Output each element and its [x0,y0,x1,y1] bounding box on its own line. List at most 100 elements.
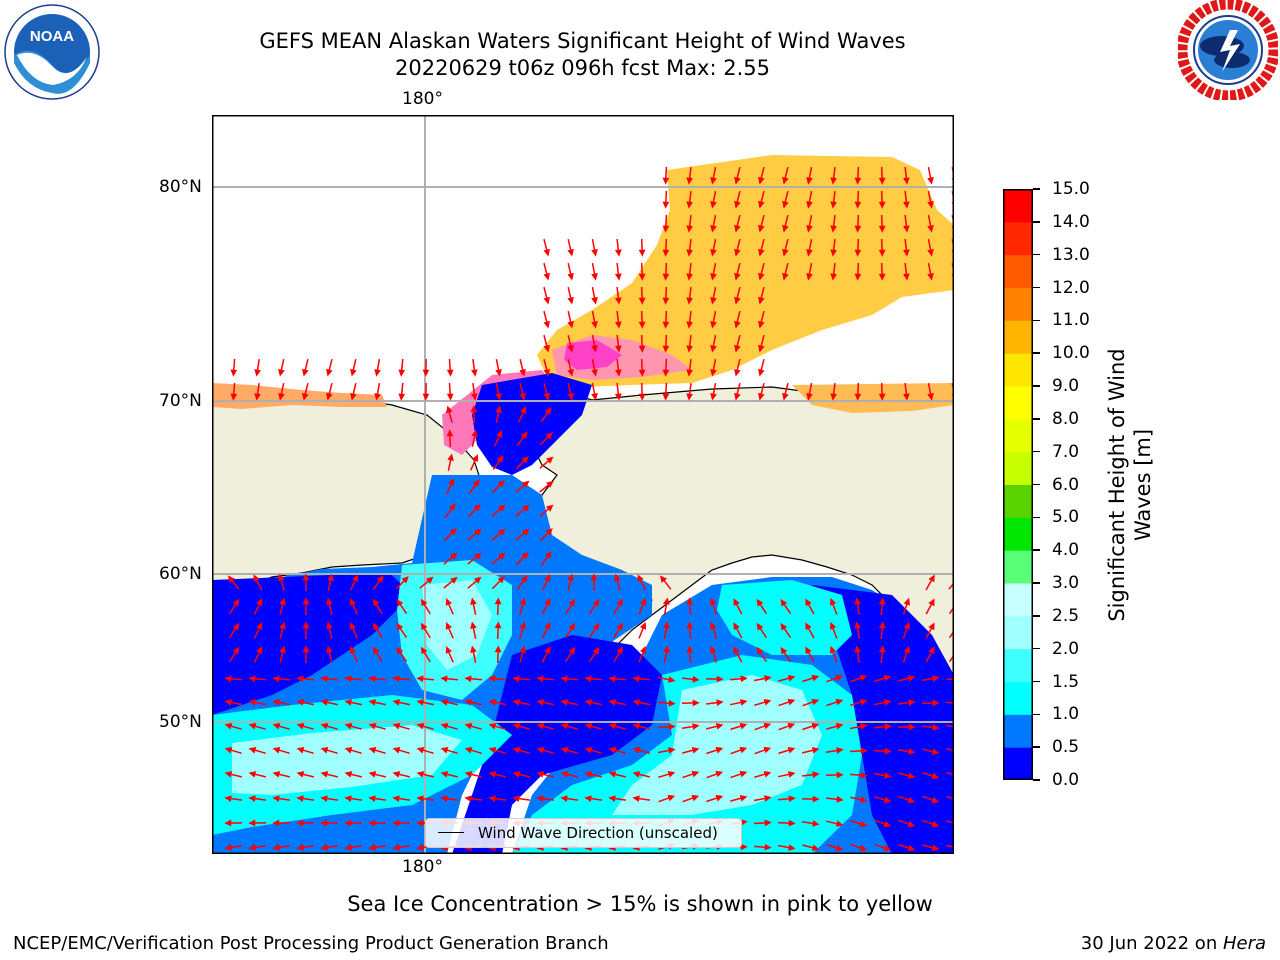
wind-arrow-head [878,621,886,629]
wind-arrow-head [686,369,693,377]
wind-arrow-head [903,621,911,630]
wind-arrow-head [787,722,796,730]
wind-arrow-head [543,368,550,377]
wind-arrow-head [903,201,910,209]
wind-arrow-head [344,771,353,778]
wind-arrow-head [806,201,813,209]
colorbar-tick-mark [1033,418,1040,420]
wind-arrow-head [710,297,717,305]
wind-arrow-head [248,675,256,683]
wind-arrow-head [544,574,551,582]
wind-arrow-shaft [946,724,954,728]
wind-arrow-head [836,771,844,779]
wind-arrow-head [546,480,554,488]
wind-arrow-head [835,698,844,706]
wind-arrow-head [396,622,404,631]
colorbar-label-line1: Significant Height of Wind [1105,348,1129,622]
wind-arrow-head [372,622,380,631]
wind-arrow-head [614,321,622,329]
lat-label-60: 60°N [159,564,202,584]
wind-arrow-head [344,795,352,803]
wind-arrow-head [474,552,482,560]
wind-arrow-head [470,405,478,413]
colorbar-segment [1003,254,1033,288]
wind-arrow-head [734,176,741,185]
wind-arrow-head [392,722,401,730]
wind-arrow-head [374,369,381,377]
colorbar-segment [1003,320,1033,354]
wind-arrow-head [709,645,717,654]
wind-arrow-head [560,771,569,778]
wind-arrow-head [903,225,910,233]
wind-arrow-head [344,722,353,730]
wind-arrow-head [545,456,554,464]
wind-arrow-head [638,393,646,401]
wind-arrow-head [416,819,424,827]
wind-arrow-head [614,369,622,377]
wind-arrow-head [495,369,502,377]
wind-arrow-head [320,746,329,754]
wind-arrow-head [667,770,676,778]
wind-arrow-head [224,746,233,754]
wind-arrow-head [928,646,935,655]
wind-arrow-head [854,597,862,605]
wind-arrow-head [780,622,788,631]
wind-arrow-head [296,771,305,778]
wind-arrow-head [584,675,592,683]
wind-arrow-head [710,345,717,353]
wind-arrow-head [763,746,772,754]
wind-arrow-head [278,369,285,377]
wind-arrow-head [449,528,457,536]
wind-arrow-head [536,746,545,754]
wind-arrow-head [758,296,765,305]
wind-arrow-head [758,200,765,209]
wind-arrow-head [662,273,670,281]
wind-arrow-head [907,772,916,779]
wind-arrow-head [614,273,622,281]
wind-arrow-head [272,722,281,730]
colorbar-segment [1003,517,1033,551]
wind-arrow-head [860,723,868,730]
wind-arrow-head [739,795,748,802]
wind-arrow-head [908,723,916,731]
wave-bering-north [472,373,592,475]
map-gridlines [212,115,954,854]
wind-arrow-head [279,597,286,606]
wind-arrow-shaft [948,605,954,615]
wind-arrow-shaft [948,629,954,639]
wind-arrow-head [715,746,724,754]
wind-arrow-shaft [948,581,954,590]
wind-arrow-head [567,272,574,281]
wind-arrow-head [567,392,574,401]
wind-arrow-head [812,771,820,778]
wind-arrow-head [544,551,552,559]
wind-arrow-head [416,699,424,706]
wind-arrow-head [440,771,449,778]
wind-arrow-head [224,722,233,730]
wind-arrow-head [854,177,862,185]
wind-arrow-head [616,598,624,607]
wind-arrow-head [763,722,772,730]
colorbar-tick-label: 1.5 [1052,671,1080,692]
wind-arrow-head [512,746,521,754]
wind-arrow-head [638,369,646,377]
colorbar-segment [1003,648,1033,682]
wind-arrow-head [512,795,520,803]
map-legend: Wind Wave Direction (unscaled) [425,818,742,848]
wind-arrow-head [836,795,844,803]
wind-arrow-head [296,795,304,803]
wind-arrow-head [686,225,693,233]
colorbar-tick-label: 10.0 [1052,343,1090,364]
wind-arrow-head [788,844,796,851]
wind-arrow-head [763,770,772,778]
wind-arrow-head [608,699,616,706]
wind-arrow-head [326,597,333,606]
colorbar-tick-mark [1033,188,1040,190]
chart-subtitle: 20220629 t06z 096h fcst Max: 2.55 [395,56,770,80]
wind-arrow-head [859,698,868,706]
wind-arrow-head [445,622,453,630]
wind-arrow-head [662,345,670,353]
wind-arrow-head [272,795,280,803]
colorbar-tick-label: 13.0 [1052,244,1090,265]
wind-arrow-head [787,675,796,682]
